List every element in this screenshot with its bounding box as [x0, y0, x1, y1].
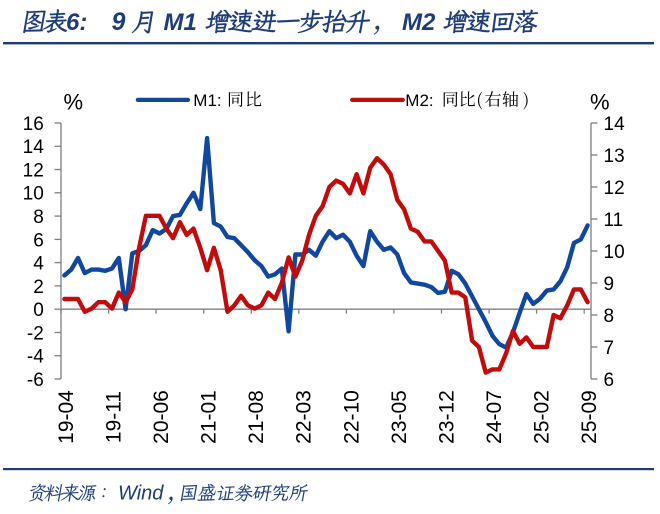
svg-text:7: 7 [604, 338, 615, 359]
svg-text:6: 6 [604, 370, 615, 391]
svg-text:14: 14 [604, 114, 626, 135]
svg-text:%: % [64, 90, 84, 115]
svg-text:9: 9 [112, 8, 126, 36]
svg-text:-6: -6 [27, 370, 44, 391]
svg-text:14: 14 [23, 137, 45, 158]
svg-text:M1: M1 [164, 9, 197, 36]
svg-text:13: 13 [604, 146, 625, 167]
svg-text:19-04: 19-04 [55, 390, 78, 444]
svg-text:11: 11 [604, 210, 624, 231]
svg-text:-2: -2 [27, 323, 44, 344]
svg-text:10: 10 [604, 242, 625, 263]
svg-text:25-02: 25-02 [531, 390, 554, 444]
svg-text:2: 2 [33, 277, 44, 298]
svg-text:22-10: 22-10 [340, 390, 363, 444]
svg-text:8: 8 [33, 207, 44, 228]
svg-text:M1:: M1: [193, 91, 221, 110]
svg-text:20-06: 20-06 [150, 390, 173, 444]
svg-text:22-03: 22-03 [293, 390, 316, 444]
svg-text:19-11: 19-11 [103, 391, 126, 443]
svg-text:%: % [590, 90, 610, 115]
svg-text:23-05: 23-05 [388, 390, 411, 444]
svg-text:21-08: 21-08 [245, 390, 268, 444]
svg-text:8: 8 [604, 306, 615, 327]
svg-text:6:: 6: [66, 9, 87, 36]
svg-text:6: 6 [33, 230, 44, 251]
svg-text:M2:: M2: [405, 91, 433, 110]
svg-text:9: 9 [604, 274, 615, 295]
svg-text:16: 16 [23, 114, 44, 135]
svg-text:24-07: 24-07 [483, 390, 506, 444]
svg-text:23-12: 23-12 [435, 390, 458, 444]
svg-text:M2: M2 [402, 9, 436, 36]
svg-text:4: 4 [33, 254, 44, 275]
svg-text:-4: -4 [27, 347, 44, 368]
svg-text:21-01: 21-01 [198, 390, 221, 444]
svg-text:25-09: 25-09 [578, 390, 601, 444]
svg-text:12: 12 [604, 178, 625, 199]
svg-text:0: 0 [33, 300, 44, 321]
svg-text:12: 12 [23, 160, 44, 181]
svg-text:Wind: Wind [118, 483, 164, 505]
svg-text:10: 10 [23, 184, 44, 205]
